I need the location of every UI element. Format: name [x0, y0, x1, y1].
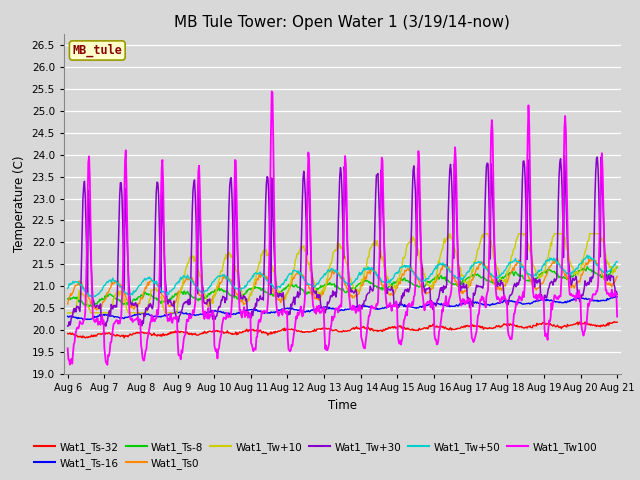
Wat1_Ts-16: [131, 312, 139, 317]
Wat1_Tw+50: [74, 279, 81, 285]
Wat1_Ts0: [613, 274, 621, 279]
Wat1_Ts-8: [426, 280, 434, 286]
Wat1_Ts-32: [216, 329, 223, 335]
Wat1_Tw100: [104, 362, 111, 368]
Wat1_Tw100: [187, 315, 195, 321]
Wat1_Tw+30: [410, 163, 418, 169]
Wat1_Ts-16: [74, 316, 81, 322]
Line: Wat1_Ts0: Wat1_Ts0: [68, 258, 617, 310]
Wat1_Tw+30: [426, 286, 434, 291]
Line: Wat1_Ts-32: Wat1_Ts-32: [68, 322, 617, 338]
X-axis label: Time: Time: [328, 399, 357, 412]
Wat1_Ts-8: [613, 264, 621, 270]
Wat1_Ts-16: [613, 294, 621, 300]
Wat1_Tw+30: [216, 305, 223, 311]
Wat1_Ts-32: [64, 331, 72, 336]
Wat1_Ts-8: [85, 304, 93, 310]
Wat1_Ts-16: [216, 309, 223, 314]
Wat1_Tw+10: [186, 254, 194, 260]
Wat1_Ts0: [187, 275, 195, 281]
Wat1_Tw+10: [215, 277, 223, 283]
Line: Wat1_Tw100: Wat1_Tw100: [68, 91, 617, 365]
Line: Wat1_Ts-8: Wat1_Ts-8: [68, 266, 617, 307]
Wat1_Ts-32: [410, 327, 418, 333]
Legend: Wat1_Ts-32, Wat1_Ts-16, Wat1_Ts-8, Wat1_Ts0, Wat1_Tw+10, Wat1_Tw+30, Wat1_Tw+50,: Wat1_Ts-32, Wat1_Ts-16, Wat1_Ts-8, Wat1_…: [30, 438, 601, 473]
Wat1_Tw+30: [187, 281, 195, 287]
Wat1_Ts0: [554, 255, 561, 261]
Line: Wat1_Tw+10: Wat1_Tw+10: [68, 234, 617, 313]
Wat1_Ts-32: [187, 331, 195, 336]
Wat1_Ts-8: [216, 288, 223, 293]
Wat1_Tw+50: [426, 273, 434, 279]
Wat1_Ts0: [410, 269, 418, 275]
Wat1_Tw+30: [64, 323, 72, 329]
Wat1_Ts0: [131, 305, 139, 311]
Wat1_Tw+50: [584, 252, 591, 258]
Wat1_Tw+50: [216, 273, 223, 279]
Wat1_Ts-16: [187, 312, 195, 318]
Wat1_Ts0: [93, 307, 100, 313]
Wat1_Ts-16: [612, 294, 620, 300]
Wat1_Tw100: [216, 338, 223, 344]
Wat1_Tw100: [268, 88, 276, 94]
Wat1_Ts-8: [584, 264, 591, 269]
Wat1_Ts-16: [79, 317, 87, 323]
Wat1_Tw+30: [74, 305, 81, 311]
Title: MB Tule Tower: Open Water 1 (3/19/14-now): MB Tule Tower: Open Water 1 (3/19/14-now…: [175, 15, 510, 30]
Wat1_Ts0: [216, 280, 223, 286]
Wat1_Tw+10: [613, 264, 621, 269]
Wat1_Tw+50: [613, 259, 621, 264]
Wat1_Tw+30: [102, 323, 109, 329]
Wat1_Ts-8: [410, 282, 418, 288]
Wat1_Tw+10: [409, 234, 417, 240]
Wat1_Tw+50: [187, 277, 195, 283]
Wat1_Ts-32: [613, 319, 621, 325]
Wat1_Ts-16: [426, 302, 434, 308]
Wat1_Tw+10: [74, 298, 81, 303]
Wat1_Tw100: [411, 292, 419, 298]
Wat1_Ts-32: [426, 323, 434, 328]
Wat1_Ts-32: [81, 335, 89, 341]
Wat1_Ts-8: [187, 291, 195, 297]
Wat1_Tw+10: [426, 283, 433, 288]
Text: MB_tule: MB_tule: [72, 44, 122, 57]
Wat1_Tw+30: [561, 153, 568, 159]
Wat1_Ts0: [74, 281, 81, 287]
Wat1_Tw+10: [64, 310, 72, 316]
Wat1_Ts-16: [410, 305, 418, 311]
Wat1_Ts-32: [74, 334, 81, 340]
Wat1_Ts0: [426, 287, 434, 292]
Wat1_Ts-16: [64, 313, 72, 319]
Wat1_Tw100: [131, 317, 139, 323]
Wat1_Ts-8: [131, 298, 139, 303]
Wat1_Tw+10: [131, 310, 138, 316]
Wat1_Ts-8: [64, 296, 72, 302]
Wat1_Tw+50: [410, 270, 418, 276]
Wat1_Tw+30: [131, 300, 139, 306]
Wat1_Tw+50: [131, 288, 139, 294]
Wat1_Ts-32: [131, 331, 139, 336]
Wat1_Ts0: [64, 301, 72, 307]
Line: Wat1_Tw+50: Wat1_Tw+50: [68, 255, 617, 297]
Wat1_Tw100: [74, 324, 81, 330]
Wat1_Tw+50: [64, 286, 72, 291]
Wat1_Tw+30: [613, 291, 621, 297]
Y-axis label: Temperature (C): Temperature (C): [13, 156, 26, 252]
Wat1_Ts-8: [74, 294, 81, 300]
Wat1_Ts-32: [610, 319, 618, 324]
Wat1_Tw+10: [446, 231, 454, 237]
Line: Wat1_Ts-16: Wat1_Ts-16: [68, 297, 617, 320]
Wat1_Tw100: [427, 305, 435, 311]
Wat1_Tw+50: [88, 294, 95, 300]
Line: Wat1_Tw+30: Wat1_Tw+30: [68, 156, 617, 326]
Wat1_Tw100: [64, 346, 72, 351]
Wat1_Tw100: [613, 314, 621, 320]
